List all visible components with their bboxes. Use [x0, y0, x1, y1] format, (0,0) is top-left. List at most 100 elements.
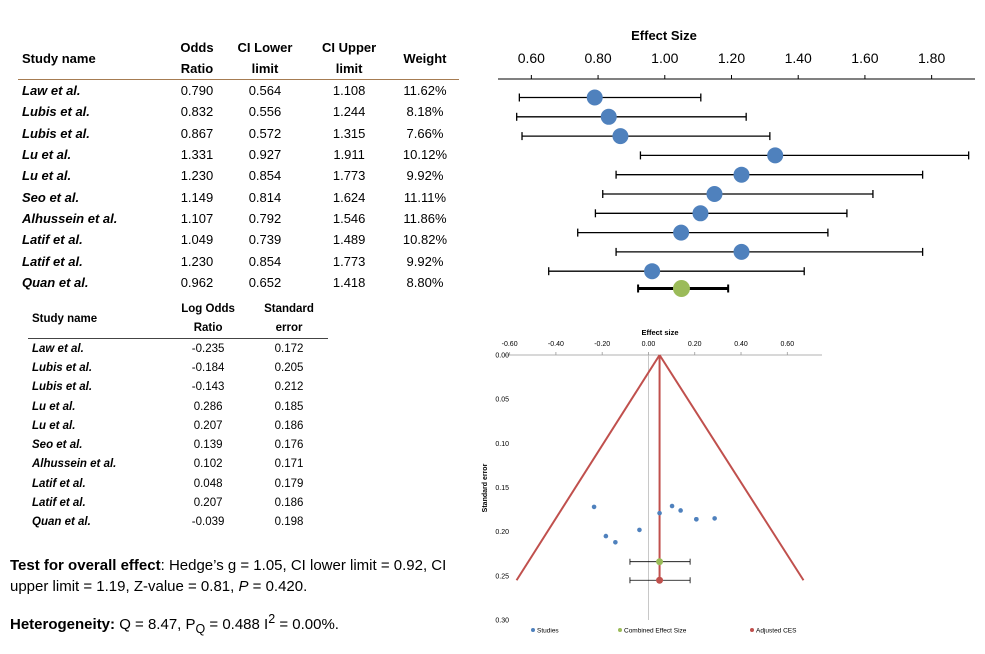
- overall-p-text: = 0.420.: [248, 578, 308, 595]
- study-table-cell-or: 0.867: [180, 125, 214, 141]
- study-table-cell-lo: 0.927: [248, 147, 282, 163]
- study-table-cell-hi: 1.773: [332, 168, 366, 184]
- log-odds-table-row: Latif et al. 0.048 0.179: [28, 474, 328, 493]
- funnel-legend-marker: [618, 628, 622, 632]
- log-odds-table-cell-name: Latif et al.: [32, 497, 86, 510]
- log-odds-table-cell-name: Lu et al.: [32, 400, 76, 413]
- study-table-cell-or: 1.230: [180, 168, 214, 184]
- heterogeneity-i-sup: 2: [268, 612, 276, 626]
- overall-effect-note: Test for overall effect: Hedge’s g = 1.0…: [10, 555, 470, 597]
- log-odds-table-header-2: Standard error: [250, 300, 328, 339]
- study-table-header-line1: CI Upper: [322, 40, 377, 55]
- forest-study-point: [612, 128, 629, 145]
- study-table-header-line2: Ratio: [180, 61, 214, 76]
- study-table-cell-w: 11.86%: [403, 210, 447, 226]
- study-table: Study name Odds Ratio CI Lower limit CI Upper…: [18, 37, 459, 293]
- study-table-cell-name: Law et al.: [22, 83, 81, 99]
- funnel-x-tick-label: 0.00: [642, 341, 656, 348]
- study-table-row: Lu et al. 1.230 0.854 1.773 9.92%: [18, 165, 459, 186]
- funnel-study-point: [613, 539, 618, 545]
- study-table-cell-name: Lubis et al.: [22, 104, 90, 120]
- funnel-y-label: Standard error: [482, 463, 489, 512]
- log-odds-table-cell-name: Law et al.: [32, 342, 84, 355]
- log-odds-table-cell-se: 0.185: [274, 400, 304, 413]
- funnel-study-point: [603, 533, 609, 539]
- study-table-header: Study name Odds Ratio CI Lower limit CI Upper…: [18, 37, 459, 80]
- log-odds-table-header-line2: Ratio: [193, 322, 223, 334]
- forest-tick-label: 1.80: [918, 50, 945, 66]
- log-odds-table-row: Seo et al. 0.139 0.176: [28, 435, 328, 454]
- study-table-header-line1: Weight: [403, 50, 447, 66]
- log-odds-table-cell-lor: 0.207: [193, 497, 223, 510]
- log-odds-table-header-0: Study name: [28, 300, 167, 339]
- study-table-header-4: Weight: [390, 37, 459, 80]
- funnel-study-point: [669, 503, 675, 509]
- forest-tick-label: 0.80: [584, 50, 611, 66]
- log-odds-table-row: Lu et al. 0.207 0.186: [28, 416, 328, 435]
- study-table-cell-hi: 1.773: [332, 253, 366, 269]
- study-table-cell-hi: 1.624: [332, 189, 366, 205]
- log-odds-table-cell-se: 0.179: [274, 477, 304, 490]
- funnel-legend-label: Studies: [537, 628, 559, 635]
- forest-study-point: [673, 224, 690, 241]
- study-table-row: Lu et al. 1.331 0.927 1.911 10.12%: [18, 144, 459, 165]
- log-odds-table-cell-lor: -0.235: [191, 342, 225, 355]
- funnel-study-point: [591, 504, 597, 510]
- study-table-cell-lo: 0.814: [248, 189, 282, 205]
- study-table-cell-name: Latif et al.: [22, 253, 83, 269]
- log-odds-table-cell-lor: 0.286: [193, 400, 223, 413]
- study-table-cell-w: 8.80%: [406, 274, 444, 290]
- study-table-header-line1: Odds: [180, 40, 214, 55]
- funnel-study-point: [694, 517, 699, 522]
- log-odds-table-cell-name: Latif et al.: [32, 477, 86, 490]
- funnel-legend-marker: [750, 628, 754, 632]
- study-table-header-2: CI Lower limit: [222, 37, 308, 80]
- forest-study-point: [692, 205, 709, 222]
- forest-study-point: [644, 263, 661, 280]
- study-table-header-1: Odds Ratio: [171, 37, 223, 80]
- study-table-header-line2: limit: [335, 61, 363, 76]
- funnel-study-point: [637, 527, 642, 533]
- forest-combined-point: [672, 280, 690, 297]
- study-table-cell-name: Seo et al.: [22, 189, 80, 205]
- forest-study-point: [706, 186, 723, 202]
- funnel-x-tick-label: 0.20: [688, 341, 702, 348]
- study-table-cell-lo: 0.854: [248, 168, 282, 184]
- funnel-x-tick-label: -0.60: [502, 341, 518, 348]
- heterogeneity-note: Heterogeneity: Q = 8.47, PQ = 0.488 I2 =…: [10, 609, 470, 640]
- study-table-header-line1: CI Lower: [237, 40, 293, 55]
- study-table-cell-lo: 0.739: [248, 232, 282, 248]
- log-odds-table-cell-se: 0.205: [274, 361, 304, 374]
- study-table-row: Latif et al. 1.049 0.739 1.489 10.82%: [18, 229, 459, 250]
- study-table-cell-name: Latif et al.: [22, 232, 83, 248]
- log-odds-table-cell-se: 0.171: [274, 458, 304, 471]
- study-table-header-line2: limit: [251, 61, 279, 76]
- study-table-cell-or: 1.149: [180, 189, 214, 205]
- study-table-cell-w: 9.92%: [406, 168, 444, 184]
- log-odds-table-cell-lor: 0.102: [193, 458, 223, 471]
- study-table-cell-hi: 1.489: [332, 232, 366, 248]
- log-odds-table-header-1: Log Odds Ratio: [166, 300, 251, 339]
- study-table-cell-lo: 0.854: [248, 253, 282, 269]
- study-table-row: Seo et al. 1.149 0.814 1.624 11.11%: [18, 186, 459, 207]
- forest-study-point: [586, 89, 603, 106]
- forest-title: Effect Size: [631, 28, 697, 43]
- funnel-y-tick-label: 0.00: [495, 353, 509, 360]
- forest-tick-label: 1.60: [851, 50, 878, 66]
- study-table-cell-w: 10.82%: [402, 232, 448, 248]
- study-table-cell-hi: 1.911: [333, 147, 365, 163]
- forest-tick-label: 1.40: [785, 50, 812, 66]
- funnel-y-tick-label: 0.30: [495, 618, 509, 625]
- log-odds-table-row: Alhussein et al. 0.102 0.171: [28, 455, 328, 474]
- study-table-cell-w: 8.18%: [406, 104, 444, 120]
- funnel-study-point: [657, 510, 662, 516]
- study-table-cell-name: Quan et al.: [22, 274, 89, 290]
- log-odds-table-cell-lor: -0.143: [191, 381, 225, 394]
- study-table-cell-or: 1.230: [180, 253, 214, 269]
- study-table-cell-or: 1.331: [180, 147, 214, 163]
- forest-study-point: [767, 147, 784, 164]
- study-table-cell-name: Alhussein et al.: [22, 210, 118, 226]
- study-table-cell-w: 11.11%: [403, 189, 447, 205]
